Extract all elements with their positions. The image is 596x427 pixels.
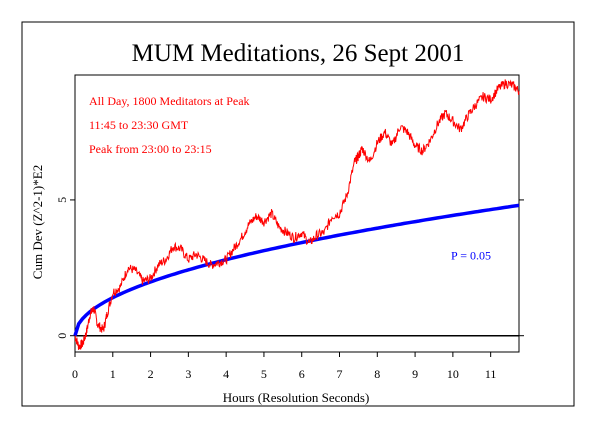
x-tick-label: 11 — [485, 367, 497, 381]
x-tick-label: 7 — [337, 367, 343, 381]
y-tick-label: 5 — [55, 197, 69, 203]
x-tick-label: 2 — [148, 367, 154, 381]
x-tick-label: 6 — [299, 367, 305, 381]
x-tick-label: 10 — [447, 367, 459, 381]
y-axis-label: Cum Dev (Z^2-1)*E2 — [30, 165, 45, 279]
annotation-line: All Day, 1800 Meditators at Peak — [89, 94, 250, 108]
plot-frame — [74, 74, 520, 353]
x-tick-label: 8 — [374, 367, 380, 381]
x-tick-label: 5 — [261, 367, 267, 381]
x-tick-label: 9 — [412, 367, 418, 381]
annotation-block: All Day, 1800 Meditators at Peak 11:45 to… — [89, 94, 250, 156]
x-tick-label: 0 — [72, 367, 78, 381]
annotation-line: Peak from 23:00 to 23:15 — [89, 142, 212, 156]
x-tick-label: 1 — [110, 367, 116, 381]
x-tick-label: 3 — [185, 367, 191, 381]
outer-frame — [21, 21, 575, 407]
y-tick-label: 0 — [55, 333, 69, 339]
x-tick-label: 4 — [223, 367, 229, 381]
reference-curve-label: P = 0.05 — [451, 249, 491, 263]
annotation-line: 11:45 to 23:30 GMT — [89, 118, 189, 132]
x-axis-label: Hours (Resolution Seconds) — [223, 390, 370, 405]
data-series-line — [74, 79, 520, 350]
plot-area: 0 1 2 3 4 5 6 7 8 9 10 11 0 5 P = 0.05 — [55, 74, 524, 381]
chart-title: MUM Meditations, 26 Sept 2001 — [132, 40, 465, 67]
